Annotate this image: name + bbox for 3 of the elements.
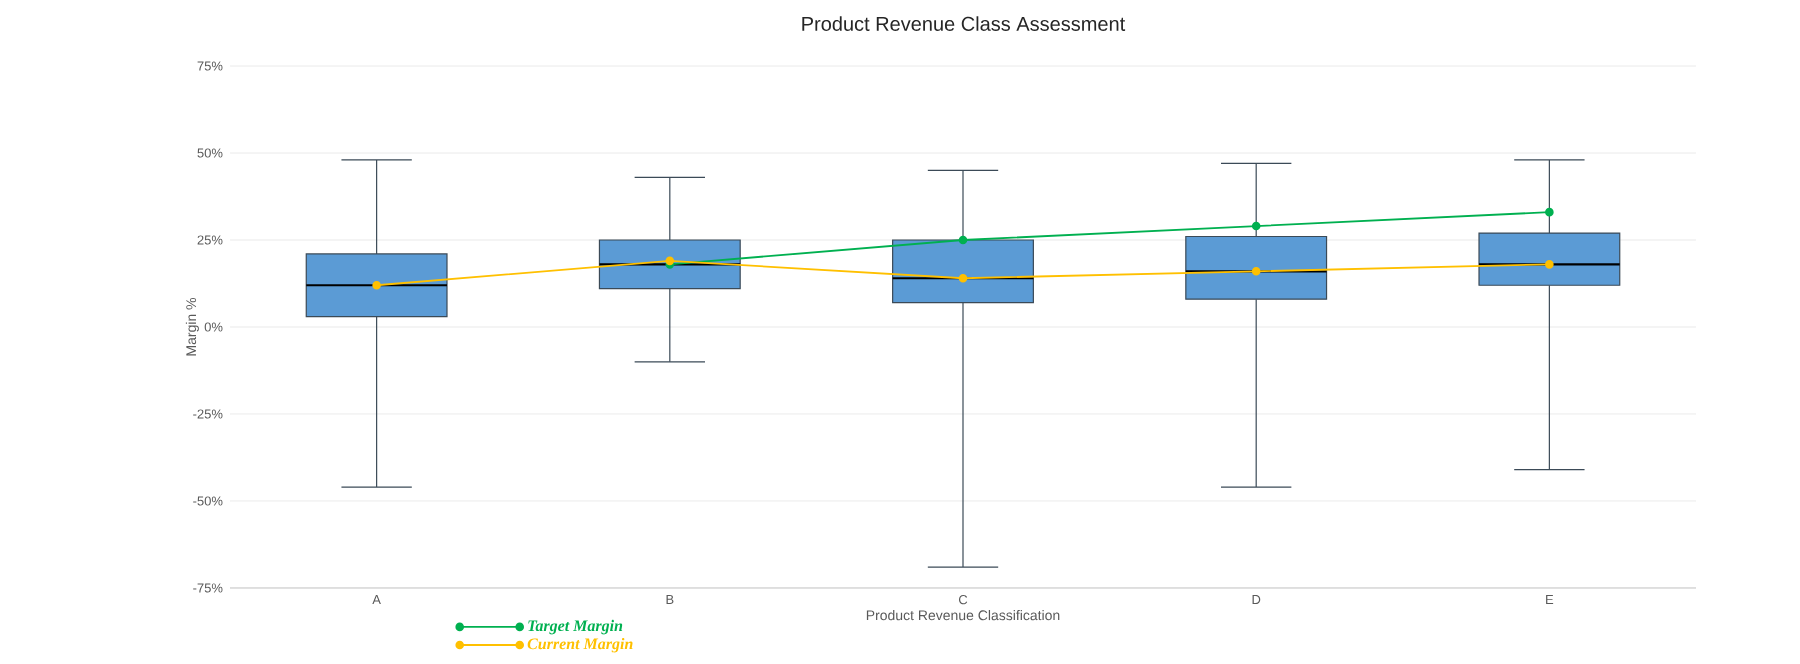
- chart-title: Product Revenue Class Assessment: [802, 16, 1126, 31]
- legend-label: Target Margin: [528, 619, 623, 635]
- legend-label: Current Margin: [527, 637, 633, 653]
